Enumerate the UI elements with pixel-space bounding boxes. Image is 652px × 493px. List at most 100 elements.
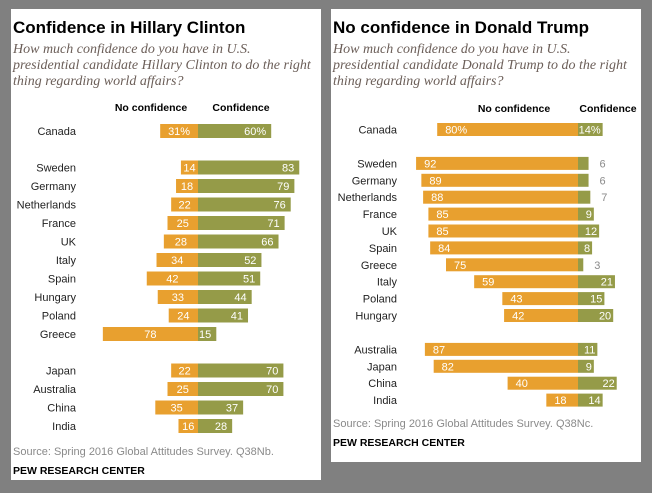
value-label-confidence: 9 <box>586 361 592 373</box>
value-label-no-confidence: 22 <box>178 366 190 378</box>
bar-no-confidence <box>167 216 198 230</box>
bar-confidence <box>578 342 598 356</box>
bar-no-confidence <box>446 258 578 272</box>
value-label-confidence: 70 <box>266 366 278 378</box>
bar-confidence <box>198 234 279 249</box>
value-label-confidence: 7 <box>601 192 607 204</box>
value-label-no-confidence: 31% <box>168 126 190 138</box>
bar-confidence <box>198 290 252 304</box>
country-label: Hungary <box>355 311 397 323</box>
bar-no-confidence <box>180 160 198 175</box>
country-label: Italy <box>377 277 398 289</box>
value-label-confidence: 70 <box>266 384 278 396</box>
bar-no-confidence <box>167 382 198 396</box>
bar-no-confidence <box>168 308 198 323</box>
bar-no-confidence <box>546 393 578 407</box>
country-label: Germany <box>31 181 77 193</box>
country-label: Australia <box>354 344 398 356</box>
value-label-confidence: 12 <box>585 226 597 238</box>
source-note: Source: Spring 2016 Global Attitudes Sur… <box>13 446 274 458</box>
value-label-no-confidence: 24 <box>177 311 189 323</box>
value-label-no-confidence: 43 <box>510 294 522 306</box>
bar-confidence <box>578 123 603 136</box>
bar-no-confidence <box>171 363 198 378</box>
value-label-no-confidence: 75 <box>454 260 466 272</box>
country-label: Italy <box>56 255 77 267</box>
value-label-confidence: 79 <box>277 181 289 193</box>
country-label: Netherlands <box>338 192 398 204</box>
value-label-no-confidence: 18 <box>181 181 193 193</box>
bar-no-confidence <box>423 190 578 204</box>
country-label: Australia <box>33 384 77 396</box>
value-label-no-confidence: 28 <box>175 237 187 249</box>
country-label: Sweden <box>357 158 397 170</box>
bar-no-confidence <box>507 376 578 390</box>
bar-no-confidence <box>178 419 198 433</box>
value-label-confidence: 41 <box>231 311 243 323</box>
value-label-no-confidence: 33 <box>172 292 184 304</box>
bar-confidence <box>198 400 244 415</box>
bar-confidence <box>578 376 617 390</box>
value-label-no-confidence: 80% <box>445 125 467 137</box>
bar-no-confidence <box>430 241 578 255</box>
country-label: Spain <box>369 243 397 255</box>
bar-no-confidence <box>102 327 198 341</box>
bar-confidence <box>578 241 593 255</box>
value-label-no-confidence: 22 <box>178 200 190 212</box>
value-label-confidence: 11 <box>584 344 595 356</box>
value-label-confidence: 9 <box>586 209 592 221</box>
header-confidence: Confidence <box>579 103 636 115</box>
bar-no-confidence <box>157 290 198 304</box>
value-label-confidence: 52 <box>244 255 256 267</box>
country-label: UK <box>61 237 77 249</box>
header-no-confidence: No confidence <box>478 103 551 115</box>
value-label-no-confidence: 35 <box>171 403 183 415</box>
value-label-no-confidence: 18 <box>554 395 566 407</box>
bar-confidence <box>578 359 594 373</box>
bar-confidence <box>198 419 233 433</box>
value-label-confidence: 76 <box>273 200 285 212</box>
value-label-no-confidence: 59 <box>482 277 494 289</box>
bar-confidence <box>198 160 300 175</box>
value-label-confidence: 15 <box>590 294 602 306</box>
value-label-confidence: 28 <box>215 421 227 433</box>
value-label-no-confidence: 92 <box>424 158 436 170</box>
value-label-confidence: 6 <box>599 158 605 170</box>
country-label: China <box>368 378 398 390</box>
bar-confidence <box>198 327 217 341</box>
value-label-no-confidence: 34 <box>171 255 183 267</box>
country-label: Greece <box>361 260 397 272</box>
bar-confidence <box>198 253 262 267</box>
value-label-confidence: 20 <box>599 311 611 323</box>
bar-confidence <box>578 275 615 289</box>
bar-no-confidence <box>155 400 198 415</box>
bar-confidence <box>198 308 249 323</box>
bar-no-confidence <box>424 342 578 356</box>
clinton-bar-chart: No confidence Confidence Canada 31% 60% Swede… <box>17 102 300 433</box>
value-label-confidence: 44 <box>234 292 246 304</box>
bar-confidence <box>198 124 272 138</box>
bar-confidence <box>578 156 589 170</box>
bar-no-confidence <box>502 292 578 306</box>
country-label: Spain <box>48 274 76 286</box>
value-label-no-confidence: 85 <box>436 226 448 238</box>
value-label-no-confidence: 89 <box>429 175 441 187</box>
value-label-confidence: 60% <box>244 126 266 138</box>
bar-confidence <box>198 382 284 396</box>
country-label: Canada <box>37 126 76 138</box>
value-label-confidence: 14 <box>588 395 600 407</box>
bar-no-confidence <box>437 123 578 136</box>
bar-confidence <box>198 271 261 286</box>
bar-no-confidence <box>163 234 198 249</box>
country-label: Japan <box>367 361 397 373</box>
bar-confidence <box>198 363 284 378</box>
value-label-no-confidence: 16 <box>182 421 194 433</box>
source-note: Source: Spring 2016 Global Attitudes Sur… <box>333 418 594 430</box>
bar-confidence <box>578 309 614 322</box>
bar-confidence <box>198 179 295 193</box>
chart-title: No confidence in Donald Trump <box>333 18 589 37</box>
value-label-no-confidence: 25 <box>177 218 189 230</box>
country-label: Hungary <box>34 292 76 304</box>
country-label: France <box>363 209 397 221</box>
country-label: Germany <box>352 175 398 187</box>
